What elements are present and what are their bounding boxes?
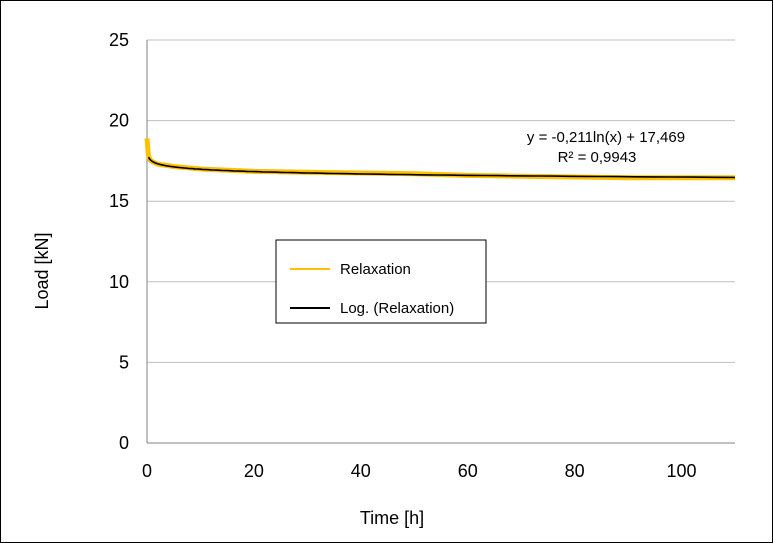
x-tick-labels: 0 20 40 60 80 100 xyxy=(142,461,697,481)
series-log-relaxation-trendline xyxy=(147,156,736,179)
x-axis-label: Time [h] xyxy=(360,508,424,528)
legend-label-log-relaxation: Log. (Relaxation) xyxy=(340,300,454,317)
y-tick-labels: 0 5 10 15 20 25 xyxy=(109,30,129,453)
trendline-equation: y = -0,211ln(x) + 17,469 xyxy=(527,129,685,146)
legend-box xyxy=(275,239,487,324)
y-axis-label: Load [kN] xyxy=(32,232,52,309)
r-squared-label: R² = 0,9943 xyxy=(558,149,637,166)
x-tick-20: 20 xyxy=(244,461,264,481)
y-tick-25: 25 xyxy=(109,30,129,50)
legend: Relaxation Log. (Relaxation) xyxy=(275,239,487,324)
y-tick-5: 5 xyxy=(119,352,129,372)
y-tick-10: 10 xyxy=(109,272,129,292)
x-tick-0: 0 xyxy=(142,461,152,481)
x-tick-40: 40 xyxy=(351,461,371,481)
y-tick-20: 20 xyxy=(109,111,129,131)
x-tick-60: 60 xyxy=(458,461,478,481)
x-tick-80: 80 xyxy=(565,461,585,481)
legend-label-relaxation: Relaxation xyxy=(340,261,411,278)
y-tick-15: 15 xyxy=(109,191,129,211)
series-lines xyxy=(144,138,736,181)
y-tick-0: 0 xyxy=(119,433,129,453)
axes xyxy=(146,40,735,444)
x-tick-100: 100 xyxy=(667,461,697,481)
